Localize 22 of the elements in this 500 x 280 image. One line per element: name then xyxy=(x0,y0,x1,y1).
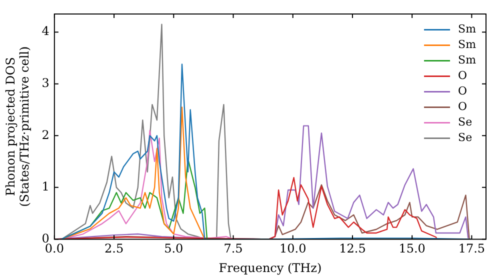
x-tick-label: 12.5 xyxy=(339,242,366,256)
x-tick-label: 17.5 xyxy=(458,242,486,256)
y-axis-title: Phonon projected DOS (States/THz·primitive cell) xyxy=(3,46,32,207)
y-tick-label: 2 xyxy=(42,128,50,142)
legend-label: O xyxy=(458,69,468,82)
x-tick-label: 10.0 xyxy=(280,242,306,256)
x-tick-label: 2.5 xyxy=(104,242,124,256)
x-axis-title: Frequency (THz) xyxy=(218,260,322,275)
y-tick-label: 1 xyxy=(42,180,50,194)
legend-label: Sm xyxy=(458,38,477,52)
legend-label: Se xyxy=(458,116,472,129)
x-tick-label: 5.0 xyxy=(164,242,184,256)
legend-label: O xyxy=(458,84,468,98)
y-tick-label: 4 xyxy=(42,24,50,38)
legend-label: O xyxy=(458,100,468,114)
x-tick-label: 15.0 xyxy=(398,242,426,256)
legend-label: Se xyxy=(458,131,472,144)
legend-label: Sm xyxy=(458,22,477,36)
legend-label: Sm xyxy=(458,54,477,67)
y-tick-label: 3 xyxy=(42,76,50,90)
x-tick-label: 0.0 xyxy=(44,242,64,256)
x-tick-label: 7.5 xyxy=(224,242,243,256)
